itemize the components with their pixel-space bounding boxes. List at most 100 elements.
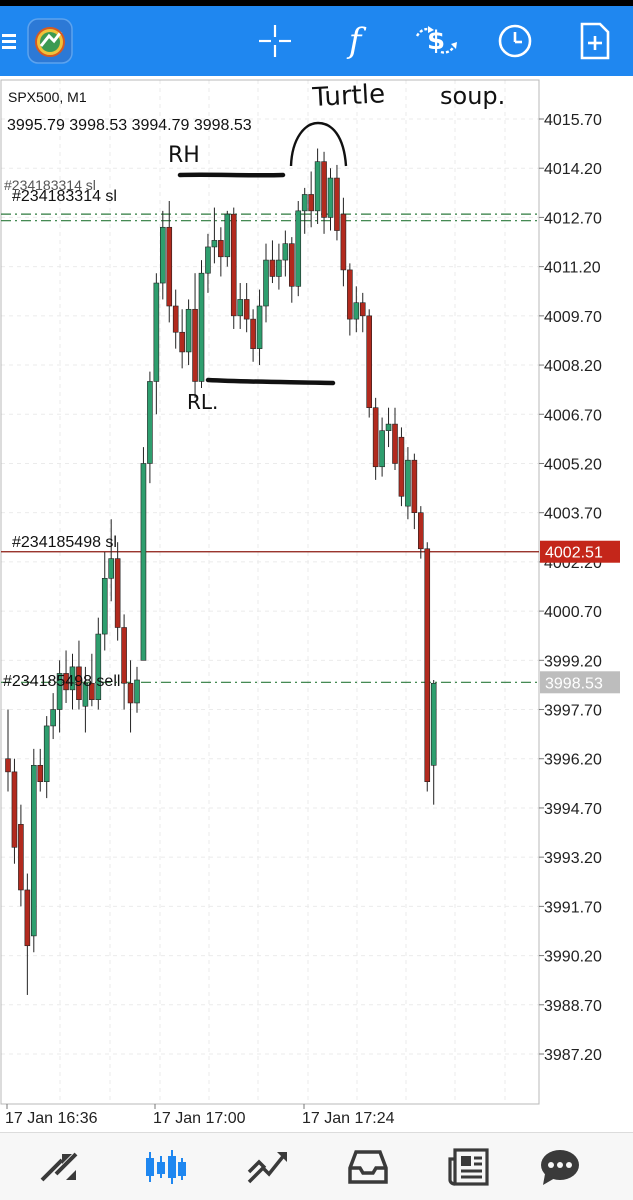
candle [295,201,302,297]
annotation-turtle: Turtle [311,79,386,113]
indicators-icon[interactable]: f [330,6,380,76]
candle [147,371,153,484]
candle [185,299,192,366]
candle [301,187,308,234]
chart-icon[interactable] [126,1133,206,1200]
price-tick-label: 4009.70 [544,309,602,326]
annotation-rh: RH [168,143,200,168]
candle-body-bull [301,194,308,212]
trade-icon[interactable] [227,1133,307,1200]
candle [50,693,56,740]
candle [405,447,411,520]
chart-area[interactable]: 4015.70 4014.20 4012.70 4011.20 4009.70 4008.… [0,76,633,1132]
candle [63,650,69,703]
price-tick-label: 4008.20 [544,358,602,375]
svg-text:$: $ [427,26,445,56]
price-tick-label: 3990.20 [544,949,602,966]
price-tick-label: 3997.70 [544,703,602,720]
price-tick-label: 3993.20 [544,850,602,867]
price-tick-label: 4015.70 [544,112,602,129]
annotation-rl: RL. [187,390,218,414]
candle [237,283,243,329]
candle-body-bull [211,240,218,248]
candle-body-bull [147,381,153,464]
candle [347,263,353,336]
candle [140,447,147,661]
candle [114,542,121,641]
menu-icon[interactable] [0,6,22,76]
price-tick-label: 3994.70 [544,801,602,818]
price-tick-label: 4012.70 [544,210,602,227]
news-icon[interactable] [429,1133,509,1200]
candle-body-bull [353,302,360,320]
candle [321,151,327,234]
candle [37,748,44,792]
candle-body-bull [256,305,263,349]
candle-body-bull [50,709,56,727]
time-tick-label: 17 Jan 17:24 [302,1110,395,1127]
candle-body-bear [63,673,69,691]
crosshair-icon[interactable] [250,6,300,76]
quotes-icon[interactable] [20,1133,100,1200]
indicators-glyph: f [348,21,362,61]
candle-body-bear [127,682,134,704]
order-label-sl1[interactable]: #234183314 sl [12,188,117,205]
candle-body-bull [385,423,392,431]
candle [121,614,127,710]
candle-body-bear [37,764,44,783]
trade-icon[interactable]: $ [408,6,464,76]
candle-body-bull [140,463,147,661]
candle [308,171,314,228]
timeframe-icon[interactable] [490,6,540,76]
candle-body-bear [340,213,347,271]
order-label-sl2[interactable]: #234185498 sl [12,534,117,551]
candle-body-bear [218,240,224,258]
candle-body-bull [153,282,160,382]
candle [224,210,231,267]
handwritten-annotations: Turtle soup. RH RL. [168,79,505,414]
candle-body-bear [424,548,431,783]
candle-body-bear [243,299,250,320]
order-label-sl1-overlap: #234183314 sl [4,177,96,193]
candle [30,748,37,953]
candle [211,207,218,264]
price-tick-label: 3999.20 [544,653,602,670]
time-tick-label: 17 Jan 16:36 [5,1110,98,1127]
price-tick-label: 3987.20 [544,1047,602,1064]
candle-body-bear [288,243,295,287]
candle [282,230,289,277]
price-tick-label: 4005.20 [544,456,602,473]
messages-icon[interactable] [520,1133,600,1200]
current-price-value: 4002.51 [545,545,603,562]
candle [218,227,224,277]
price-tick-label: 4000.70 [544,604,602,621]
candle-body-bear [347,269,353,320]
candle-body-bull [160,226,166,284]
order-label-sell[interactable]: #234185498 sell [3,673,120,690]
candle-body-bear [250,318,256,349]
candle [192,273,198,398]
app-logo-icon[interactable] [24,6,76,76]
candle [276,243,282,290]
candle [334,164,340,241]
candle-body-bull [30,764,37,937]
toolbar: f $ [0,6,633,76]
add-object-icon[interactable] [570,6,620,76]
candle [353,286,360,333]
candle-body-bear [166,226,173,307]
candle-body-bear [372,407,379,468]
history-icon[interactable] [328,1133,408,1200]
candle-body-bull [198,272,205,382]
candle-body-bear [114,558,121,628]
candle [230,207,237,329]
candle-body-bear [192,308,198,382]
candle-body-bear [269,259,276,277]
candle [82,666,89,733]
candle [417,506,424,559]
price-chart[interactable]: 4015.70 4014.20 4012.70 4011.20 4009.70 4008.… [0,76,633,1132]
candle-body-bull [379,430,385,468]
candle [153,273,160,415]
candle [256,289,263,366]
last-price-value: 3998.53 [545,675,603,692]
